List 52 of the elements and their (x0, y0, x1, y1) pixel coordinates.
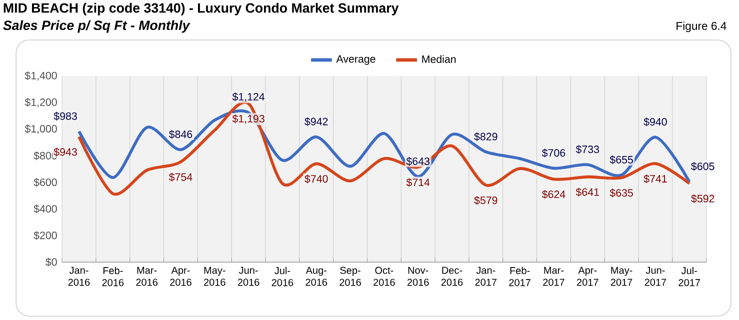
x-tick-label: Mar-2016 (136, 266, 158, 286)
data-label: $733 (576, 145, 600, 154)
chart-subtitle: Sales Price p/ Sq Ft - Monthly (3, 20, 190, 33)
data-label: $605 (691, 162, 714, 171)
data-label: $706 (542, 148, 566, 158)
x-tick-label: Jul-2016 (272, 266, 294, 286)
legend-label: Median (422, 55, 456, 63)
y-tick-label: $600 (34, 178, 57, 187)
x-tick-label: Nov-2016 (407, 266, 429, 286)
x-tick-label: Jan-2016 (68, 266, 90, 286)
y-tick-label: $1,000 (24, 124, 57, 134)
data-label: $655 (610, 155, 633, 164)
x-tick-label: Aug-2016 (306, 266, 328, 286)
x-tick-label: Oct-2016 (374, 266, 395, 286)
y-tick-label: $1,200 (24, 98, 57, 108)
x-tick-label: Jul-2017 (678, 266, 700, 286)
y-tick-label: $1,400 (24, 71, 57, 81)
data-label: $942 (304, 117, 328, 126)
data-label: $641 (576, 188, 599, 196)
y-tick-label: $200 (34, 231, 57, 240)
x-tick-label: Jun-2017 (644, 266, 666, 286)
data-label: $741 (644, 174, 667, 184)
data-label: $1,124 (232, 92, 265, 102)
data-label: $635 (610, 188, 633, 198)
x-tick-label: Sep-2016 (340, 266, 361, 286)
data-label: $714 (406, 178, 430, 187)
x-tick-label: May-2016 (204, 266, 226, 286)
data-label: $1,193 (232, 114, 264, 124)
x-tick-label: Apr-2017 (577, 266, 598, 286)
x-tick-label: Apr-2016 (170, 266, 192, 286)
x-tick-label: Dec-2016 (441, 266, 463, 286)
x-tick-label: Feb-2016 (102, 266, 124, 286)
data-label: $579 (474, 196, 498, 205)
data-label: $740 (304, 174, 328, 184)
data-label: $846 (168, 130, 192, 139)
data-label: $643 (406, 156, 430, 166)
data-label: $983 (54, 112, 77, 120)
x-tick-label: May-2017 (610, 266, 632, 286)
chart-title: MID BEACH (zip code 33140) - Luxury Condo Market Summary (4, 2, 399, 16)
x-tick-label: Jan-2017 (475, 266, 497, 286)
x-tick-label: Mar-2017 (543, 266, 564, 286)
data-label: $592 (691, 194, 714, 203)
legend-label: Average (336, 55, 376, 65)
caption: Figure 6.4 (676, 22, 726, 32)
y-tick-label: $400 (34, 204, 57, 214)
data-label: $754 (168, 172, 192, 182)
data-label: $829 (474, 132, 498, 141)
data-label: $940 (644, 118, 667, 126)
x-tick-label: Jun-2016 (238, 266, 260, 286)
x-tick-label: Feb-2017 (509, 266, 530, 286)
data-label: $624 (542, 190, 566, 199)
y-tick-label: $0 (46, 258, 57, 266)
